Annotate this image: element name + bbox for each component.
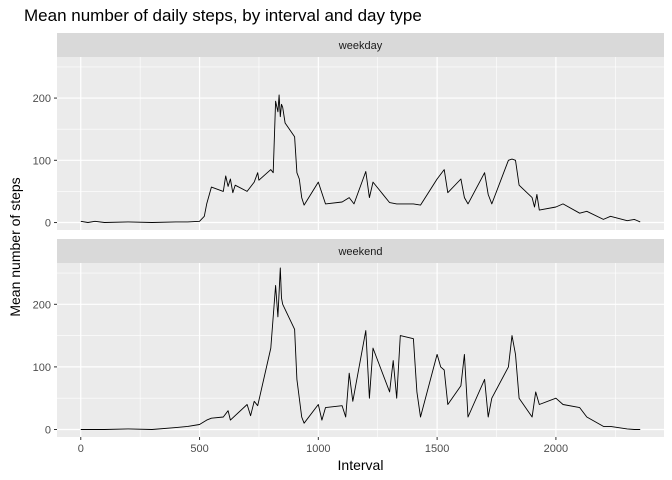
y-axis-title: Mean number of steps xyxy=(7,177,23,316)
facet-strip-weekend xyxy=(57,239,664,263)
y-tick-label: 200 xyxy=(33,299,51,311)
panel-background xyxy=(57,263,664,437)
x-tick-label: 0 xyxy=(78,443,84,455)
x-tick-label: 1500 xyxy=(425,443,449,455)
facet-strip-weekday xyxy=(57,33,664,57)
y-tick-label: 0 xyxy=(45,218,51,230)
series-line-weekend xyxy=(80,267,641,430)
y-tick-label: 0 xyxy=(45,424,51,436)
y-tick-label: 100 xyxy=(33,362,51,374)
facet-strip-label: weekend xyxy=(337,246,382,258)
y-tick-label: 100 xyxy=(33,155,51,167)
y-tick-label: 200 xyxy=(33,93,51,105)
chart-title: Mean number of daily steps, by interval … xyxy=(24,6,422,25)
x-tick-label: 1000 xyxy=(306,443,330,455)
facet-strip-label: weekday xyxy=(338,40,383,52)
panel-background xyxy=(57,57,664,230)
x-axis-title: Interval xyxy=(338,457,384,473)
series-line-weekday xyxy=(80,94,641,223)
x-tick-label: 2000 xyxy=(544,443,568,455)
x-tick-label: 500 xyxy=(190,443,208,455)
